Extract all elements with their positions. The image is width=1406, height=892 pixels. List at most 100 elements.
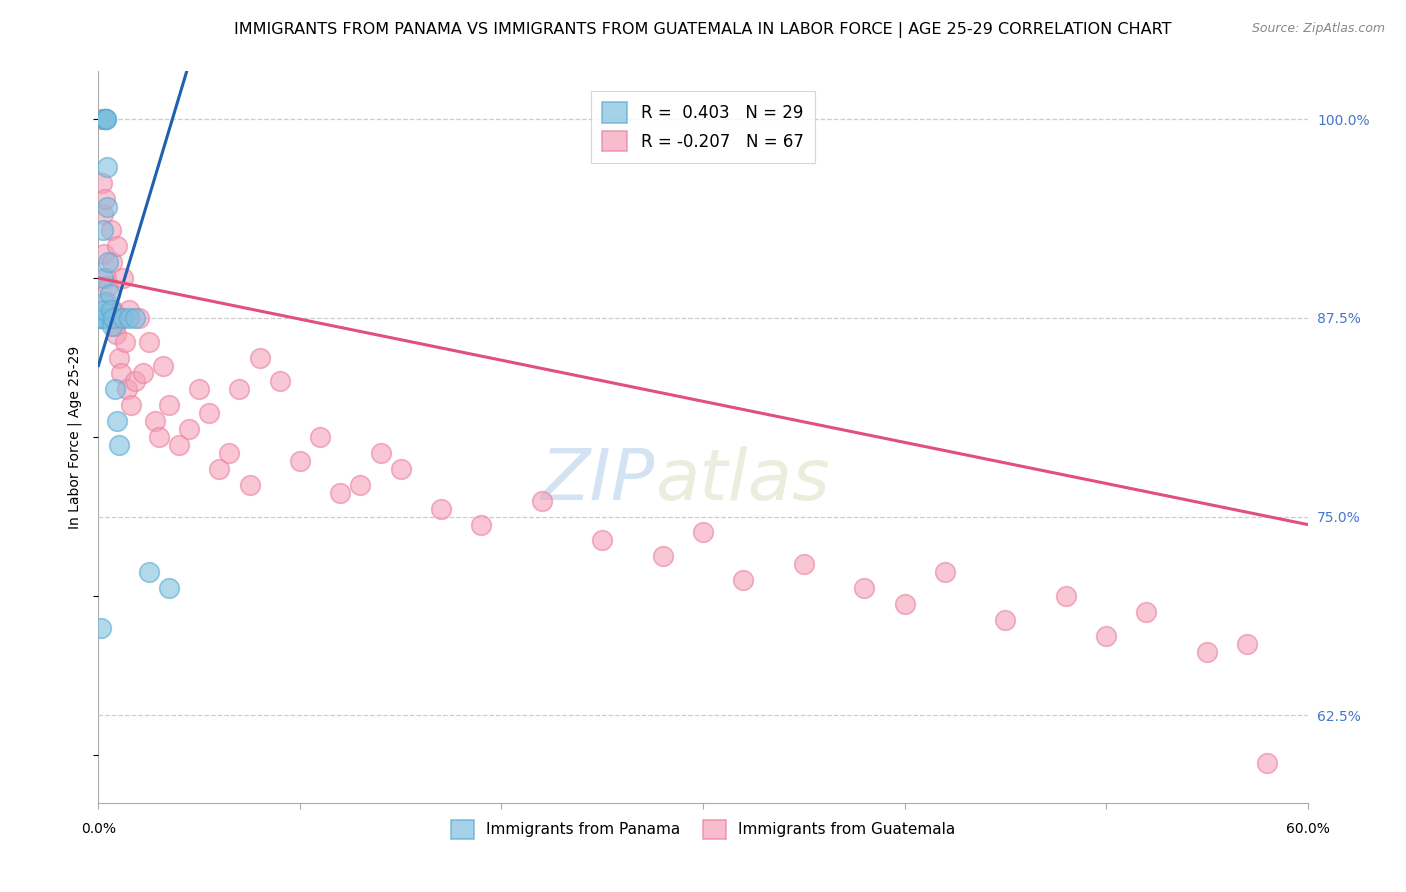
Point <box>893 597 915 611</box>
Point <box>91 310 114 325</box>
Point <box>1095 629 1118 643</box>
Text: IMMIGRANTS FROM PANAMA VS IMMIGRANTS FROM GUATEMALA IN LABOR FORCE | AGE 25-29 C: IMMIGRANTS FROM PANAMA VS IMMIGRANTS FRO… <box>235 22 1171 38</box>
Point <box>107 351 129 365</box>
Point <box>93 294 115 309</box>
Point <box>208 462 231 476</box>
Point <box>591 533 613 548</box>
Point <box>692 525 714 540</box>
Point <box>329 485 352 500</box>
Point <box>530 493 553 508</box>
Point <box>148 430 170 444</box>
Point <box>120 398 142 412</box>
Point <box>101 302 124 317</box>
Point <box>124 310 146 325</box>
Point <box>152 359 174 373</box>
Point <box>94 112 117 126</box>
Point <box>107 438 129 452</box>
Text: ZIP: ZIP <box>540 447 655 516</box>
Y-axis label: In Labor Force | Age 25-29: In Labor Force | Age 25-29 <box>67 345 83 529</box>
Legend: Immigrants from Panama, Immigrants from Guatemala: Immigrants from Panama, Immigrants from … <box>443 813 963 847</box>
Point <box>96 294 118 309</box>
Point <box>138 334 160 349</box>
Point <box>228 383 250 397</box>
Point <box>104 326 127 341</box>
Point <box>269 375 291 389</box>
Point <box>188 383 211 397</box>
Point <box>218 446 240 460</box>
Point <box>157 398 180 412</box>
Point <box>1236 637 1258 651</box>
Point <box>118 310 141 325</box>
Point <box>143 414 166 428</box>
Point <box>198 406 221 420</box>
Point <box>651 549 673 564</box>
Point <box>288 454 311 468</box>
Point <box>115 383 138 397</box>
Point <box>90 621 112 635</box>
Point <box>93 302 115 317</box>
Point <box>90 310 112 325</box>
Point <box>107 310 129 325</box>
Point <box>389 462 412 476</box>
Point <box>934 566 956 580</box>
Text: 60.0%: 60.0% <box>1285 822 1330 836</box>
Point <box>100 318 122 333</box>
Point <box>1256 756 1278 770</box>
Point <box>100 255 122 269</box>
Point <box>93 207 115 221</box>
Point <box>93 247 115 261</box>
Point <box>111 271 134 285</box>
Point <box>1195 645 1218 659</box>
Point <box>167 438 190 452</box>
Point <box>100 302 122 317</box>
Point <box>239 477 262 491</box>
Point <box>179 422 201 436</box>
Point <box>91 176 114 190</box>
Point <box>430 501 453 516</box>
Point <box>124 375 146 389</box>
Point <box>1135 605 1157 619</box>
Point <box>349 477 371 491</box>
Point <box>91 310 114 325</box>
Point <box>98 310 121 325</box>
Point <box>93 112 115 126</box>
Point <box>94 112 117 126</box>
Point <box>118 302 141 317</box>
Point <box>157 581 180 595</box>
Point <box>249 351 271 365</box>
Point <box>96 200 118 214</box>
Text: atlas: atlas <box>655 447 830 516</box>
Point <box>138 566 160 580</box>
Text: 0.0%: 0.0% <box>82 822 115 836</box>
Point <box>1054 589 1077 603</box>
Point <box>994 613 1017 627</box>
Point <box>853 581 876 595</box>
Point <box>91 223 114 237</box>
Point <box>103 318 125 333</box>
Point <box>114 334 136 349</box>
Point <box>309 430 332 444</box>
Point <box>100 223 122 237</box>
Point <box>93 310 115 325</box>
Text: Source: ZipAtlas.com: Source: ZipAtlas.com <box>1251 22 1385 36</box>
Point <box>132 367 155 381</box>
Point <box>94 192 117 206</box>
Point <box>97 255 120 269</box>
Point <box>96 112 118 126</box>
Point <box>105 239 128 253</box>
Point <box>103 310 125 325</box>
Point <box>94 112 117 126</box>
Point <box>470 517 492 532</box>
Point <box>90 310 112 325</box>
Point <box>98 287 121 301</box>
Point <box>111 310 134 325</box>
Point <box>97 279 120 293</box>
Point <box>93 271 115 285</box>
Point <box>370 446 392 460</box>
Point <box>733 573 755 587</box>
Point <box>96 271 118 285</box>
Point <box>90 112 112 126</box>
Point <box>128 310 150 325</box>
Point <box>96 160 118 174</box>
Point <box>793 558 815 572</box>
